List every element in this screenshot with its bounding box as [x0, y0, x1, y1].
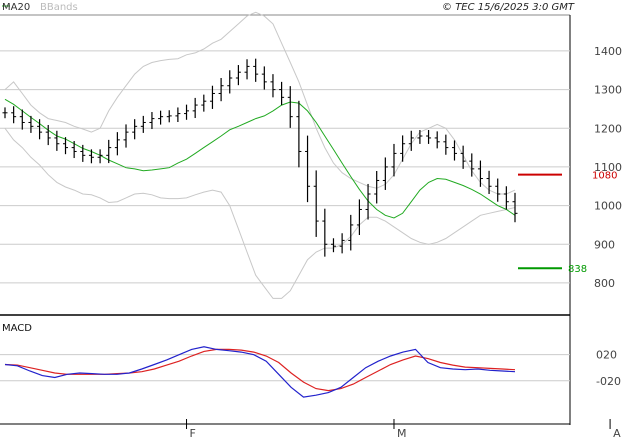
- price-bar: [244, 59, 250, 80]
- price-y-tick: 800: [594, 277, 615, 290]
- price-bar: [477, 160, 483, 187]
- price-bar: [339, 233, 345, 254]
- price-bar: [460, 145, 466, 169]
- price-bar: [330, 238, 336, 253]
- price-bar: [495, 178, 501, 202]
- macd-y-tick: -020: [596, 375, 621, 388]
- price-bar: [132, 119, 138, 140]
- levels: 1080 838: [518, 171, 617, 275]
- price-bars: [2, 58, 518, 257]
- price-y-tick: 1400: [594, 45, 622, 58]
- price-bar: [97, 149, 103, 164]
- price-bar: [512, 192, 518, 223]
- price-bar: [486, 170, 492, 194]
- price-bar: [253, 58, 259, 82]
- price-y-tick: 1100: [594, 161, 622, 174]
- price-bar: [45, 124, 51, 146]
- price-bar: [322, 208, 328, 257]
- macd-line: [4, 346, 516, 398]
- bb-legend-label: BBands: [40, 2, 78, 13]
- price-bar: [227, 70, 233, 94]
- price-bar: [305, 135, 311, 203]
- month-label: M: [397, 427, 407, 440]
- price-bar: [382, 157, 388, 190]
- price-bar: [106, 139, 112, 164]
- price-bar: [201, 94, 207, 112]
- price-bar: [140, 115, 146, 133]
- price-bar: [279, 81, 285, 106]
- price-y-tick: 1000: [594, 200, 622, 213]
- x-axis: FMAMJ: [186, 419, 621, 440]
- price-bar: [469, 153, 475, 177]
- price-bar: [88, 149, 94, 164]
- price-bar: [261, 66, 267, 90]
- price-bar: [400, 135, 406, 162]
- price-grid: [0, 50, 570, 284]
- price-bar: [408, 130, 414, 151]
- price-bar: [270, 74, 276, 98]
- price-bar: [63, 137, 69, 155]
- price-bar: [158, 110, 164, 125]
- price-bar: [149, 112, 155, 130]
- month-label: F: [190, 427, 196, 440]
- price-bar: [451, 140, 457, 161]
- price-y-tick: 1300: [594, 84, 622, 97]
- support-level-label: 838: [568, 264, 587, 275]
- price-bar: [434, 131, 440, 149]
- price-bar: [356, 199, 362, 235]
- bbands-upper-line: [4, 11, 516, 195]
- price-bar: [443, 134, 449, 155]
- price-bar: [166, 110, 172, 123]
- price-bar: [426, 130, 432, 144]
- macd-y-ticks: 020 -020: [596, 349, 621, 388]
- price-bar: [348, 214, 354, 251]
- macd-panel: MACD 020 -020: [0, 323, 621, 425]
- price-bar: [184, 104, 190, 120]
- ma-legend-label: MA20: [2, 2, 30, 13]
- price-bar: [391, 143, 397, 177]
- price-bar: [235, 65, 241, 86]
- price-bar: [503, 186, 509, 210]
- price-bar: [209, 85, 215, 109]
- macd-panel-label: MACD: [2, 323, 32, 334]
- price-bar: [287, 86, 293, 128]
- price-y-tick: 1200: [594, 122, 622, 135]
- price-bar: [80, 144, 86, 162]
- month-label: A: [613, 427, 621, 440]
- price-bar: [54, 130, 60, 151]
- price-panel: 1080 838 800 900 1000 1100 1200 1300 1400: [0, 11, 622, 425]
- price-bar: [218, 78, 224, 102]
- price-bar: [114, 132, 120, 156]
- ma20-series-line: [4, 98, 516, 219]
- resistance-level-label: 1080: [592, 171, 617, 182]
- price-bar: [71, 141, 77, 159]
- ma20-line: [4, 98, 516, 219]
- bollinger-bands: [4, 11, 516, 299]
- price-bar: [374, 170, 380, 204]
- price-bar: [11, 106, 17, 124]
- price-bar: [365, 183, 371, 220]
- price-bar: [19, 109, 25, 130]
- price-bar: [417, 130, 423, 144]
- price-bar: [123, 124, 129, 148]
- macd-lines: [4, 346, 516, 398]
- price-bar: [175, 107, 181, 123]
- price-bar: [2, 107, 8, 119]
- bbands-lower-line: [4, 128, 516, 299]
- price-y-tick: 900: [594, 238, 615, 251]
- price-bar: [313, 170, 319, 237]
- price-bar: [28, 115, 34, 133]
- price-bar: [37, 119, 43, 140]
- macd-signal-line: [4, 348, 516, 392]
- price-bar: [192, 97, 198, 119]
- copyright-text: © TEC 15/6/2025 3:0 GMT: [442, 2, 575, 13]
- macd-y-tick: 020: [596, 349, 617, 362]
- price-y-ticks: 800 900 1000 1100 1200 1300 1400: [594, 45, 622, 290]
- price-bar: [296, 100, 302, 168]
